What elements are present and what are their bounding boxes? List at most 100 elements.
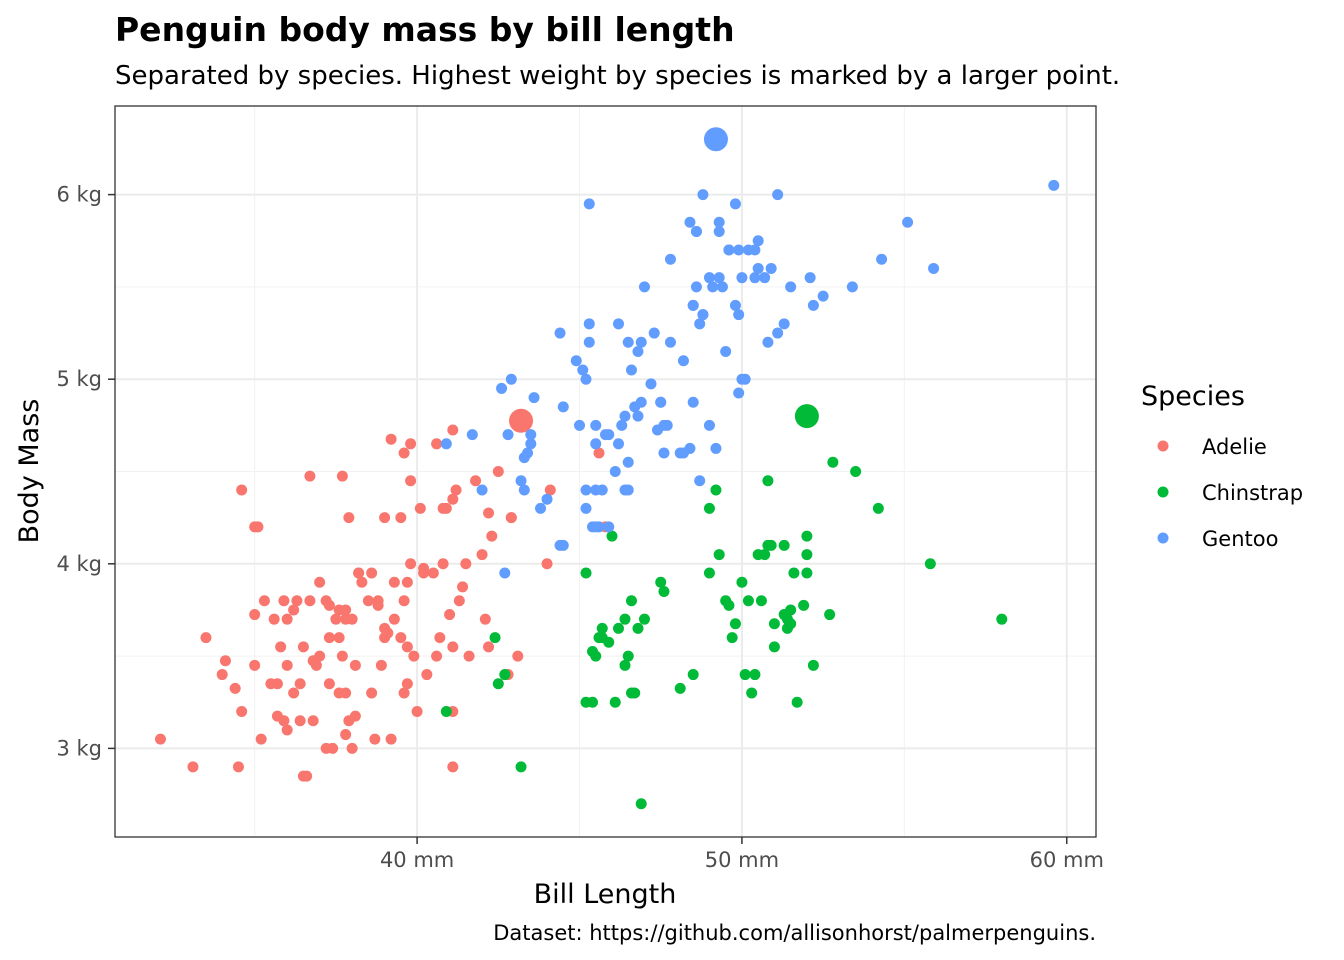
- data-point: [801, 549, 813, 561]
- data-point: [590, 650, 602, 662]
- data-point: [817, 290, 829, 302]
- data-point: [398, 595, 410, 607]
- data-point: [583, 198, 595, 210]
- data-point: [580, 484, 592, 496]
- data-point: [304, 470, 316, 482]
- data-point: [807, 659, 819, 671]
- data-point: [746, 687, 758, 699]
- data-point: [557, 401, 569, 413]
- data-point: [385, 433, 397, 445]
- data-point: [232, 761, 244, 773]
- data-point: [924, 558, 936, 570]
- data-point: [535, 502, 547, 514]
- data-point: [739, 373, 751, 385]
- data-point: [658, 447, 670, 459]
- data-point: [340, 687, 352, 699]
- data-point: [590, 419, 602, 431]
- data-point: [291, 595, 303, 607]
- data-point: [323, 678, 335, 690]
- data-point: [401, 576, 413, 588]
- data-point: [603, 636, 615, 648]
- plot-panel: [114, 105, 1097, 838]
- data-point: [489, 632, 501, 644]
- data-point: [635, 798, 647, 810]
- data-point: [502, 429, 514, 441]
- data-point: [301, 770, 313, 782]
- y-tick-label: 6 kg: [56, 183, 102, 207]
- data-point: [902, 216, 914, 228]
- data-point: [612, 318, 624, 330]
- data-point: [720, 346, 732, 358]
- data-point: [755, 595, 767, 607]
- data-point: [554, 539, 566, 551]
- data-point: [492, 678, 504, 690]
- data-point: [258, 595, 270, 607]
- data-point: [431, 438, 443, 450]
- data-point: [453, 595, 465, 607]
- data-point: [759, 272, 771, 284]
- data-point: [801, 530, 813, 542]
- legend-label-gentoo: Gentoo: [1202, 527, 1278, 551]
- data-point: [593, 521, 605, 533]
- data-point: [625, 687, 637, 699]
- data-point: [447, 493, 459, 505]
- data-point: [333, 632, 345, 644]
- data-point: [369, 733, 381, 745]
- data-point: [236, 705, 248, 717]
- data-point: [405, 438, 417, 450]
- data-point: [674, 682, 686, 694]
- data-point: [736, 272, 748, 284]
- data-point: [619, 613, 631, 625]
- data-point: [505, 512, 517, 524]
- data-point: [749, 244, 761, 256]
- data-point: [395, 512, 407, 524]
- data-point: [762, 475, 774, 487]
- data-point: [499, 567, 511, 579]
- data-point: [476, 549, 488, 561]
- data-point: [788, 567, 800, 579]
- data-point: [710, 484, 722, 496]
- data-point: [749, 272, 761, 284]
- data-point: [346, 613, 358, 625]
- data-point: [336, 650, 348, 662]
- data-point: [625, 364, 637, 376]
- data-point: [729, 618, 741, 630]
- data-point: [288, 687, 300, 699]
- data-point: [200, 632, 212, 644]
- axis-ticks: 40 mm 50 mm 60 mm 3 kg 4 kg 5 kg 6 kg: [56, 183, 1103, 872]
- data-point: [249, 609, 261, 621]
- data-point: [574, 419, 586, 431]
- data-point: [349, 659, 361, 671]
- data-points: [154, 127, 1060, 810]
- data-point: [768, 618, 780, 630]
- data-point: [658, 419, 670, 431]
- data-point: [752, 235, 764, 247]
- data-point: [541, 558, 553, 570]
- data-point: [684, 216, 696, 228]
- data-point: [366, 687, 378, 699]
- data-point: [713, 226, 725, 238]
- data-point: [154, 733, 166, 745]
- legend-key-gentoo: [1157, 532, 1169, 544]
- data-point: [281, 724, 293, 736]
- data-point: [703, 272, 715, 284]
- data-point: [801, 567, 813, 579]
- highlight-point: [509, 408, 534, 433]
- data-point: [807, 299, 819, 311]
- data-point: [249, 521, 261, 533]
- data-point: [525, 429, 537, 441]
- chart-caption: Dataset: https://github.com/allisonhorst…: [493, 921, 1096, 945]
- data-point: [466, 429, 478, 441]
- data-point: [703, 502, 715, 514]
- data-point: [505, 373, 517, 385]
- data-point: [470, 475, 482, 487]
- data-point: [729, 198, 741, 210]
- data-point: [457, 581, 469, 593]
- data-point: [515, 761, 527, 773]
- data-point: [739, 669, 751, 681]
- data-point: [297, 641, 309, 653]
- data-point: [697, 189, 709, 201]
- data-point: [622, 650, 634, 662]
- x-tick-label: 50 mm: [705, 848, 779, 872]
- data-point: [778, 318, 790, 330]
